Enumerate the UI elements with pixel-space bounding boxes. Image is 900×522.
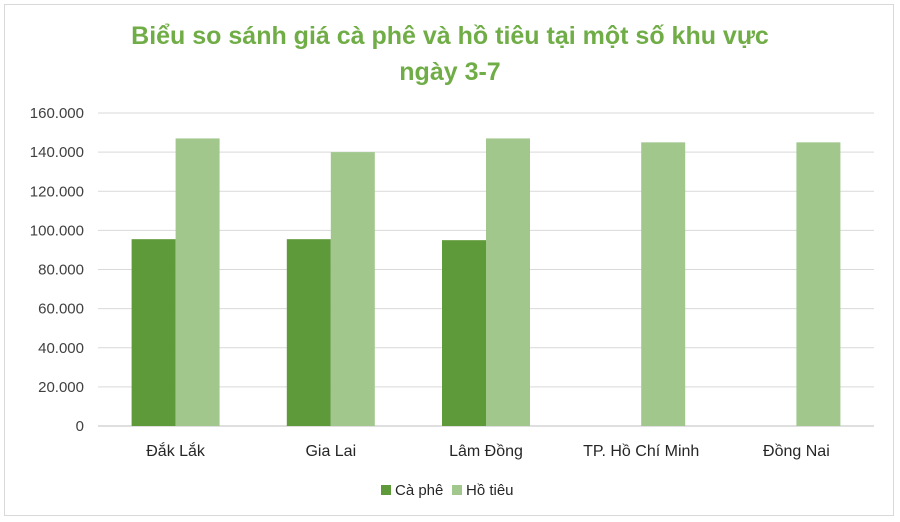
y-tick-label: 160.000 [30, 105, 84, 122]
y-axis-ticks: 0 20.000 40.000 60.000 80.000 100.000 120.000 1… [30, 105, 84, 435]
y-tick-label: 40.000 [38, 340, 84, 357]
x-axis-categories: Đắk Lắk Gia Lai Lâm Đồng TP. Hồ Chí Minh Đồn… [146, 441, 830, 460]
y-tick-label: 140.000 [30, 144, 84, 161]
bar-ho-tieu [796, 142, 841, 426]
y-tick-label: 80.000 [38, 262, 84, 279]
y-tick-label: 60.000 [38, 301, 84, 318]
bar-ca-phe [286, 239, 331, 426]
x-category-label: Lâm Đồng [449, 443, 523, 460]
chart-title-line1: Biểu so sánh giá cà phê và hồ tiêu tại m… [131, 22, 769, 50]
y-tick-label: 20.000 [38, 379, 84, 396]
legend-swatch [381, 485, 391, 495]
x-category-label: Đồng Nai [763, 443, 830, 460]
chart-title: Biểu so sánh giá cà phê và hồ tiêu tại m… [0, 18, 900, 90]
y-tick-label: 0 [76, 418, 84, 435]
bar-ca-phe [131, 239, 176, 426]
bar-ho-tieu [330, 152, 375, 426]
bar-ca-phe [442, 240, 486, 426]
legend-label: Cà phê [395, 482, 443, 499]
bar-ho-tieu [486, 138, 530, 426]
legend-label: Hồ tiêu [466, 482, 514, 499]
y-tick-label: 100.000 [30, 222, 84, 239]
y-tick-label: 120.000 [30, 183, 84, 200]
x-category-label: TP. Hồ Chí Minh [583, 443, 699, 460]
bar-ho-tieu [175, 138, 220, 426]
legend-swatch [452, 485, 462, 495]
x-category-label: Gia Lai [305, 443, 356, 460]
chart-title-line2: ngày 3-7 [399, 58, 501, 86]
x-category-label: Đắk Lắk [146, 441, 206, 460]
legend: Cà phê Hồ tiêu [381, 482, 514, 499]
bar-ho-tieu [641, 142, 686, 426]
bars [131, 138, 841, 426]
